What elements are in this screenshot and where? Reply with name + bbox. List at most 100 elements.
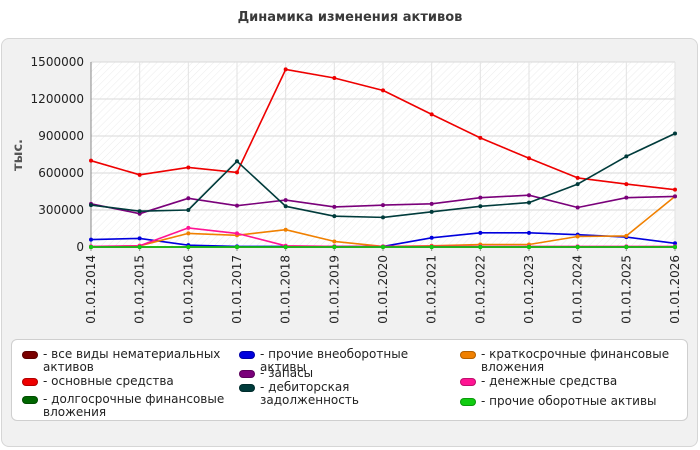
- data-point: [332, 239, 337, 244]
- data-point: [381, 203, 385, 208]
- x-tick-label: 01.01.2017: [230, 255, 244, 324]
- legend-swatch: [239, 370, 255, 378]
- data-point: [283, 198, 288, 203]
- x-tick-label: 01.01.2015: [133, 255, 147, 324]
- data-point: [186, 196, 191, 201]
- legend-swatch: [22, 378, 38, 386]
- data-point: [283, 204, 288, 209]
- data-point: [186, 208, 191, 212]
- data-point: [89, 158, 93, 163]
- data-point: [137, 245, 142, 249]
- legend-item: - краткосрочные финансовые вложения: [460, 348, 680, 374]
- data-point: [624, 245, 629, 249]
- data-point: [429, 235, 434, 240]
- data-point: [429, 112, 434, 117]
- data-point: [89, 237, 93, 242]
- data-point: [624, 233, 629, 238]
- data-point: [235, 203, 239, 208]
- data-point: [478, 230, 483, 235]
- legend-item: - дебиторская задолженность: [239, 381, 449, 407]
- legend-label: - долгосрочные финансовые вложения: [43, 392, 225, 419]
- data-point: [478, 204, 483, 209]
- legend-swatch: [239, 384, 255, 392]
- data-point: [575, 182, 580, 187]
- data-point: [137, 172, 142, 177]
- data-point: [235, 159, 239, 164]
- data-point: [673, 245, 677, 249]
- legend-item: - денежные средства: [460, 375, 680, 388]
- x-tick-label: 01.01.2019: [327, 255, 341, 324]
- y-tick-label: 300000: [38, 203, 84, 217]
- data-point: [673, 131, 677, 136]
- legend-label: - запасы: [260, 366, 314, 380]
- data-point: [429, 245, 434, 249]
- data-point: [332, 245, 337, 249]
- legend-label: - прочие внеоборотные активы: [260, 347, 409, 374]
- legend-label: - основные средства: [43, 374, 174, 388]
- data-point: [283, 227, 288, 232]
- legend-label: - денежные средства: [481, 374, 618, 388]
- data-point: [527, 156, 531, 161]
- data-point: [673, 194, 677, 199]
- data-point: [575, 205, 580, 210]
- data-point: [186, 165, 191, 170]
- data-point: [381, 88, 385, 93]
- data-point: [186, 245, 191, 249]
- x-tick-label: 01.01.2014: [84, 255, 98, 324]
- data-point: [624, 182, 629, 187]
- data-point: [429, 209, 434, 214]
- data-point: [186, 225, 191, 230]
- x-tick-label: 01.01.2016: [181, 255, 195, 324]
- y-tick-label: 900000: [38, 129, 84, 143]
- legend-label: - прочие оборотные активы: [481, 394, 657, 408]
- data-point: [283, 67, 288, 72]
- y-tick-label: 600000: [38, 166, 84, 180]
- legend-swatch: [460, 378, 476, 386]
- x-tick-label: 01.01.2020: [376, 255, 390, 324]
- data-point: [283, 245, 288, 249]
- x-tick-label: 01.01.2023: [522, 255, 536, 324]
- data-point: [527, 230, 531, 235]
- y-tick-label: 1200000: [31, 92, 84, 106]
- legend-swatch: [22, 351, 38, 359]
- legend-label: - все виды нематериальных активов: [43, 347, 221, 374]
- data-point: [527, 193, 531, 198]
- y-tick-label: 0: [76, 240, 84, 254]
- data-point: [478, 135, 483, 140]
- data-point: [89, 245, 93, 249]
- data-point: [381, 245, 385, 249]
- data-point: [624, 195, 629, 200]
- legend-item: - прочие внеоборотные активы: [239, 348, 449, 374]
- data-point: [235, 245, 239, 249]
- x-tick-label: 01.01.2018: [279, 255, 293, 324]
- data-point: [575, 175, 580, 180]
- legend-swatch: [460, 398, 476, 406]
- chart-legend: - все виды нематериальных активов - прочи…: [11, 339, 688, 421]
- data-point: [381, 215, 385, 220]
- data-point: [332, 214, 337, 219]
- legend-label: - дебиторская задолженность: [260, 380, 359, 407]
- x-tick-label: 01.01.2022: [473, 255, 487, 324]
- data-point: [478, 245, 483, 249]
- legend-item: - прочие оборотные активы: [460, 395, 680, 408]
- data-point: [624, 154, 629, 159]
- data-point: [235, 170, 239, 175]
- legend-swatch: [239, 351, 255, 359]
- y-tick-label: 1500000: [31, 55, 84, 69]
- data-point: [235, 231, 239, 236]
- data-point: [89, 203, 93, 208]
- legend-swatch: [22, 396, 38, 404]
- data-point: [575, 245, 580, 249]
- data-point: [137, 236, 142, 241]
- data-point: [137, 209, 142, 214]
- x-tick-label: 01.01.2025: [619, 255, 633, 324]
- legend-item: - все виды нематериальных активов: [22, 348, 232, 374]
- data-point: [673, 241, 677, 246]
- data-point: [186, 231, 191, 236]
- data-point: [332, 204, 337, 209]
- x-tick-label: 01.01.2026: [668, 255, 682, 324]
- data-point: [575, 234, 580, 239]
- legend-item: - запасы: [239, 367, 449, 380]
- data-point: [673, 187, 677, 192]
